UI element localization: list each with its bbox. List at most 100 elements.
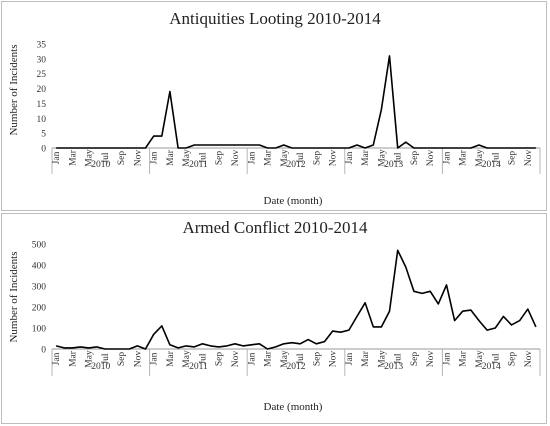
data-point <box>535 147 537 149</box>
data-point <box>519 319 521 321</box>
data-point <box>502 315 504 317</box>
data-point <box>112 348 114 350</box>
data-point <box>55 345 57 347</box>
data-point <box>242 345 244 347</box>
data-point <box>299 147 301 149</box>
x-tick-label: Nov <box>524 150 534 167</box>
x-tick-label: Mar <box>459 350 469 367</box>
x-tick-label: May <box>182 149 192 167</box>
data-point <box>193 346 195 348</box>
data-point <box>218 346 220 348</box>
data-point <box>307 338 309 340</box>
x-tick-label: Sep <box>312 151 322 166</box>
x-tick-label: Jul <box>394 152 404 163</box>
data-point <box>161 135 163 137</box>
data-point <box>79 147 81 149</box>
data-point <box>234 144 236 146</box>
data-point <box>161 325 163 327</box>
x-tick-label: Jan <box>52 151 62 164</box>
data-point <box>234 343 236 345</box>
x-tick-label: May <box>85 350 95 368</box>
x-tick-label: Mar <box>264 350 274 367</box>
year-label: 2013 <box>384 362 403 372</box>
data-point <box>177 147 179 149</box>
x-tick-label: Sep <box>410 352 420 367</box>
x-tick-label: Nov <box>133 351 143 368</box>
data-point <box>250 344 252 346</box>
data-point <box>169 344 171 346</box>
data-point <box>283 343 285 345</box>
y-tick-label: 100 <box>32 325 47 335</box>
data-point <box>112 147 114 149</box>
data-point <box>421 147 423 149</box>
x-tick-label: Sep <box>410 151 420 166</box>
x-axis-label: Date (month) <box>264 195 323 207</box>
data-point <box>128 348 130 350</box>
data-point <box>527 308 529 310</box>
data-point <box>364 302 366 304</box>
data-point <box>87 147 89 149</box>
data-point <box>429 290 431 292</box>
data-series-line <box>56 55 536 149</box>
x-tick-label: Sep <box>215 352 225 367</box>
x-tick-label: Jul <box>394 353 404 364</box>
data-point <box>340 331 342 333</box>
x-tick-label: Jan <box>247 352 257 365</box>
x-tick-label: Jan <box>442 151 452 164</box>
conflict-chart: Armed Conflict 2010-2014 Number of Incid… <box>8 218 541 413</box>
data-point <box>104 348 106 350</box>
year-label: 2011 <box>189 362 208 372</box>
data-series-line <box>55 249 537 350</box>
x-tick-label: Jan <box>150 352 160 365</box>
data-point <box>364 147 366 149</box>
data-point <box>96 346 98 348</box>
x-tick-label: Jul <box>101 152 111 163</box>
data-point <box>136 345 138 347</box>
data-point <box>429 147 431 149</box>
data-point <box>201 144 203 146</box>
data-point <box>242 144 244 146</box>
x-tick-label: May <box>85 149 95 167</box>
y-tick-label: 10 <box>37 115 47 125</box>
data-point <box>437 147 439 149</box>
x-tick-label: Nov <box>231 351 241 368</box>
data-point <box>462 310 464 312</box>
data-point <box>218 144 220 146</box>
data-point <box>299 343 301 345</box>
x-tick-label: May <box>377 350 387 368</box>
x-tick-label: Jan <box>442 352 452 365</box>
x-tick-label: Jul <box>296 152 306 163</box>
y-tick-label: 30 <box>37 55 47 65</box>
data-point <box>96 147 98 149</box>
year-label: 2011 <box>189 160 208 170</box>
data-point <box>226 144 228 146</box>
data-point <box>209 345 211 347</box>
x-tick-label: Jan <box>345 352 355 365</box>
x-tick-label: Nov <box>231 150 241 167</box>
x-tick-label: Sep <box>117 352 127 367</box>
y-tick-label: 200 <box>32 304 47 314</box>
data-point <box>323 147 325 149</box>
x-tick-label: Jul <box>296 353 306 364</box>
data-point <box>266 348 268 350</box>
data-point <box>144 348 146 350</box>
data-point <box>397 249 399 251</box>
x-tick-label: Mar <box>361 149 371 166</box>
data-point <box>380 326 382 328</box>
x-tick-label: Nov <box>329 150 339 167</box>
x-tick-label: Mar <box>166 149 176 166</box>
x-tick-label: May <box>475 149 485 167</box>
data-point <box>470 147 472 149</box>
data-point <box>71 347 73 349</box>
x-tick-label: Jul <box>198 152 208 163</box>
data-point <box>478 319 480 321</box>
y-axis-label: Number of Incidents <box>8 44 20 135</box>
data-point <box>413 290 415 292</box>
data-point <box>153 135 155 137</box>
x-tick-label: May <box>280 149 290 167</box>
chart-panel-looting <box>1 1 547 211</box>
data-point <box>437 303 439 305</box>
y-tick-label: 0 <box>41 145 46 155</box>
data-point <box>258 343 260 345</box>
x-tick-label: Nov <box>524 351 534 368</box>
